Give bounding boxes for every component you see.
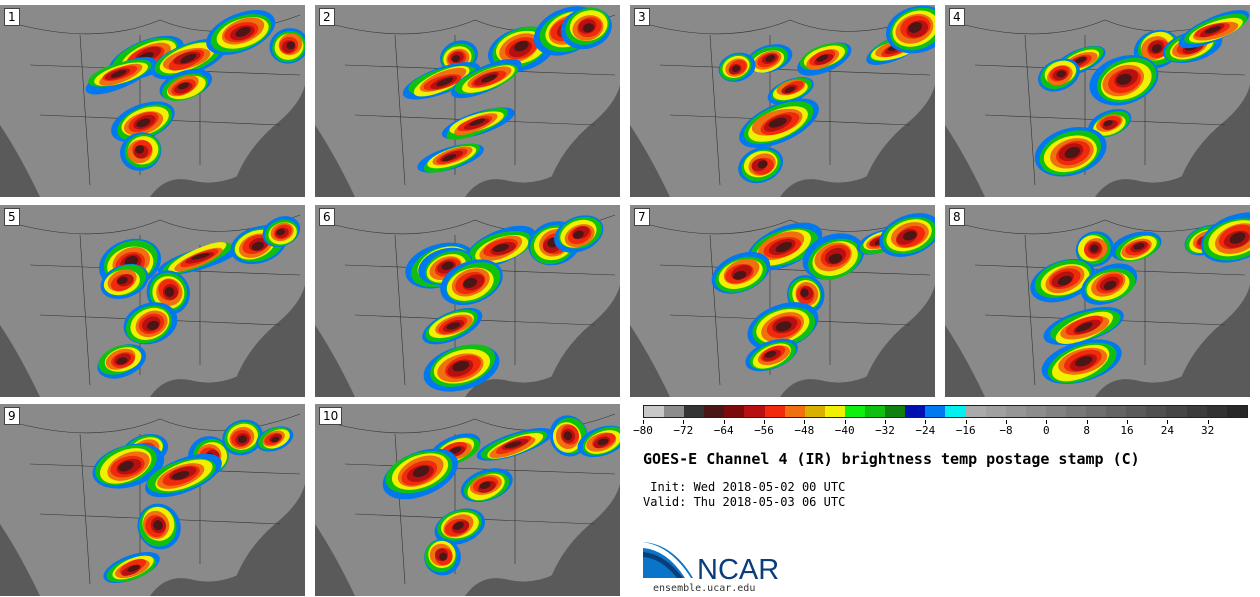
- colorbar-swatch: [684, 406, 705, 417]
- panel-label: 5: [4, 208, 20, 226]
- satellite-map: [945, 205, 1250, 397]
- colorbar-swatch: [1045, 406, 1066, 417]
- colorbar-swatch: [865, 406, 886, 417]
- colorbar-swatch: [925, 406, 946, 417]
- satellite-map: [630, 5, 935, 197]
- map-panel-10: 10: [315, 404, 620, 596]
- map-panel-7: 7: [630, 205, 935, 397]
- colorbar-swatch: [1186, 406, 1207, 417]
- page-title: GOES-E Channel 4 (IR) brightness temp po…: [643, 450, 1140, 468]
- colorbar-tick: [643, 420, 644, 424]
- colorbar-tick: [1006, 420, 1007, 424]
- colorbar-tick-label: 8: [1083, 424, 1090, 437]
- colorbar-tick: [925, 420, 927, 424]
- colorbar-tick-label: −24: [915, 424, 936, 437]
- colorbar-swatch: [1086, 406, 1107, 417]
- panel-label: 8: [949, 208, 965, 226]
- satellite-map: [945, 5, 1250, 197]
- colorbar-tick-label: −72: [673, 424, 694, 437]
- colorbar-swatch: [784, 406, 805, 417]
- init-time: Init: Wed 2018-05-02 00 UTC: [643, 480, 846, 494]
- panel-label: 1: [4, 8, 20, 26]
- colorbar-swatch: [1005, 406, 1026, 417]
- colorbar-tick: [885, 420, 886, 424]
- valid-time: Valid: Thu 2018-05-03 06 UTC: [643, 495, 846, 509]
- colorbar-swatch: [945, 406, 966, 417]
- map-panel-6: 6: [315, 205, 620, 397]
- colorbar-swatch: [644, 406, 665, 417]
- colorbar-swatch: [744, 406, 765, 417]
- panel-label: 3: [634, 8, 650, 26]
- panel-label: 2: [319, 8, 335, 26]
- logo-text: NCAR: [697, 554, 779, 582]
- colorbar-tick-label: −32: [875, 424, 895, 437]
- colorbar-tick: [844, 420, 846, 424]
- colorbar-swatch: [1106, 406, 1127, 417]
- site-url: ensemble.ucar.edu: [653, 583, 756, 594]
- colorbar-tick-label: −80: [633, 424, 653, 437]
- colorbar-swatch: [764, 406, 785, 417]
- colorbar-tick-label: −8: [999, 424, 1013, 437]
- panel-label: 10: [319, 407, 343, 425]
- colorbar-tick: [1127, 420, 1128, 424]
- colorbar-tick-label: 16: [1120, 424, 1134, 437]
- map-panel-4: 4: [945, 5, 1250, 197]
- colorbar-swatch: [1126, 406, 1147, 417]
- satellite-map: [0, 404, 305, 596]
- panel-label: 7: [634, 208, 650, 226]
- colorbar-swatch: [804, 406, 825, 417]
- map-panel-2: 2: [315, 5, 620, 197]
- colorbar-tick: [1207, 420, 1209, 424]
- satellite-map: [315, 5, 620, 197]
- colorbar-tick: [1046, 420, 1048, 424]
- colorbar-tick: [1086, 420, 1088, 424]
- satellite-map: [0, 205, 305, 397]
- colorbar-tick: [683, 420, 685, 424]
- panel-label: 9: [4, 407, 20, 425]
- panel-label: 6: [319, 208, 335, 226]
- colorbar-swatch: [1025, 406, 1046, 417]
- satellite-map: [0, 5, 305, 197]
- satellite-map: [315, 205, 620, 397]
- colorbar-swatch: [965, 406, 986, 417]
- colorbar-tick-label: −64: [713, 424, 734, 437]
- colorbar-swatch: [985, 406, 1006, 417]
- map-panel-8: 8: [945, 205, 1250, 397]
- satellite-map: [315, 404, 620, 596]
- colorbar-swatch: [1146, 406, 1167, 417]
- colorbar-tick-label: −48: [794, 424, 815, 437]
- colorbar-swatch: [885, 406, 906, 417]
- map-panel-9: 9: [0, 404, 305, 596]
- map-panel-5: 5: [0, 205, 305, 397]
- colorbar-tick-label: 0: [1043, 424, 1050, 437]
- colorbar-tick-label: 24: [1160, 424, 1174, 437]
- colorbar-swatch: [1226, 406, 1247, 417]
- colorbar-tick-label: −40: [834, 424, 855, 437]
- colorbar-tick: [804, 420, 806, 424]
- colorbar-tick-label: −56: [754, 424, 774, 437]
- colorbar-swatch: [1166, 406, 1187, 417]
- colorbar-tick: [965, 420, 967, 424]
- satellite-map: [630, 205, 935, 397]
- colorbar-swatch: [704, 406, 725, 417]
- colorbar-tick: [764, 420, 765, 424]
- colorbar-tick-label: −16: [955, 424, 976, 437]
- colorbar-tick-label: 32: [1201, 424, 1215, 437]
- colorbar-swatch: [905, 406, 926, 417]
- panel-label: 4: [949, 8, 965, 26]
- map-panel-3: 3: [630, 5, 935, 197]
- colorbar-ticks: −80 −72 −64 −56 −48 −40 −32 −24 −16 −8 0 8 16 24 32: [633, 420, 1248, 440]
- map-panel-1: 1: [0, 5, 305, 197]
- colorbar-tick: [723, 420, 725, 424]
- colorbar-swatch: [824, 406, 845, 417]
- colorbar-swatch: [1206, 406, 1227, 417]
- colorbar-swatch: [1065, 406, 1087, 417]
- colorbar-swatch: [664, 406, 685, 417]
- colorbar-swatch: [844, 406, 866, 417]
- colorbar-swatch: [724, 406, 745, 417]
- ncar-logo: NCAR: [643, 540, 793, 586]
- colorbar-tick: [1167, 420, 1169, 424]
- colorbar: [643, 405, 1248, 418]
